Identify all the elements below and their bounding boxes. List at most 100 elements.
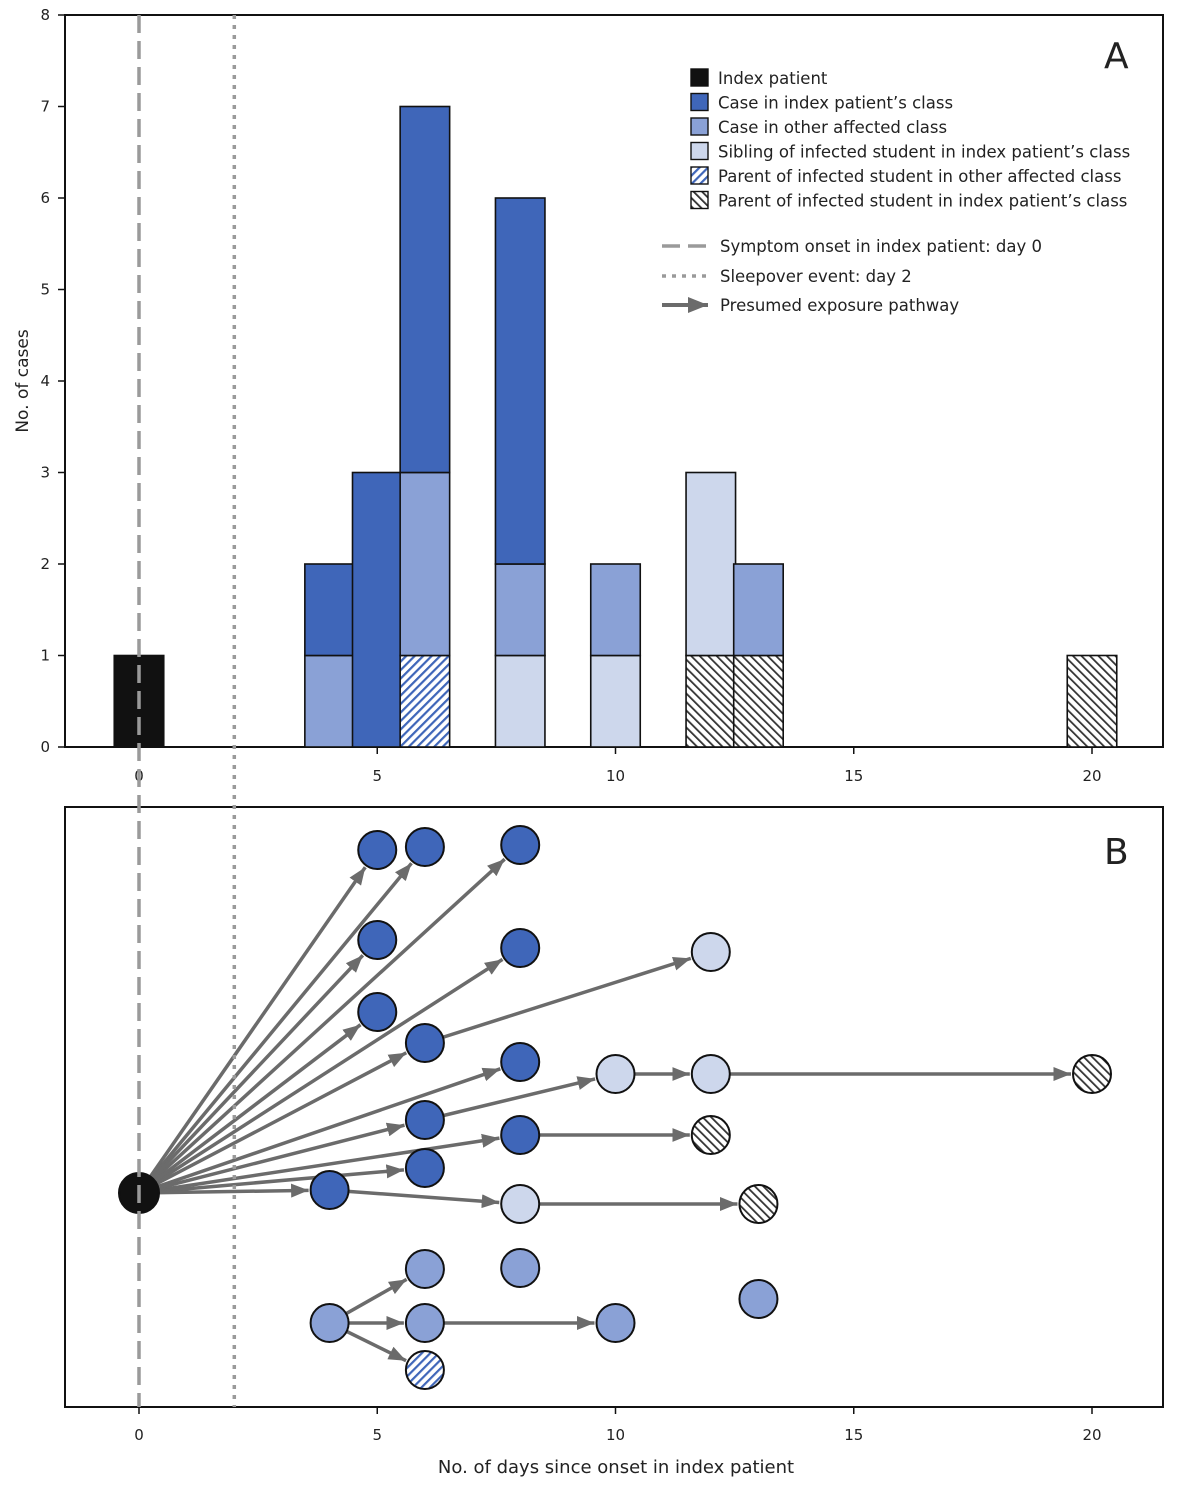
exposure-arrow xyxy=(137,862,413,1195)
panel-b-frame xyxy=(64,806,1164,1408)
node-sibling xyxy=(690,1054,731,1094)
exposure-arrow xyxy=(424,956,692,1045)
exposure-arrow xyxy=(137,866,367,1194)
panel-b: 0 5 10 15 20 xyxy=(64,806,1164,1444)
node-index-class xyxy=(500,825,541,865)
exposure-arrow xyxy=(424,1076,596,1122)
y-tick-label: 1 xyxy=(40,647,50,665)
panel-b-label: B xyxy=(1104,832,1129,873)
node-index-class xyxy=(404,1023,445,1063)
x-tick-label: 20 xyxy=(1082,1426,1101,1444)
bar-other-class xyxy=(494,563,546,657)
legend: Index patient Case in index patient’s cla… xyxy=(662,68,1130,315)
exposure-arrow xyxy=(137,1023,362,1195)
node-parent-index xyxy=(1072,1054,1112,1094)
bar-parent-index xyxy=(732,654,785,748)
bar-sibling xyxy=(685,471,737,657)
exposure-arrow xyxy=(138,1133,500,1195)
legend-swatch-sibling xyxy=(690,141,709,161)
bar-sibling xyxy=(494,654,546,748)
node-index-class xyxy=(500,928,541,968)
node-other-class xyxy=(404,1249,445,1289)
exposure-arrow xyxy=(138,1183,309,1198)
y-tick-label: 7 xyxy=(40,98,50,116)
bar-other-class xyxy=(399,471,451,657)
exposure-arrow xyxy=(137,857,506,1195)
legend-label: Parent of infected student in index pati… xyxy=(718,192,1127,211)
bar-index-class xyxy=(494,197,546,565)
node-index-class xyxy=(500,1042,541,1082)
x-tick-label: 5 xyxy=(372,1426,382,1444)
legend-label: Symptom onset in index patient: day 0 xyxy=(720,237,1042,256)
legend-label: Case in index patient’s class xyxy=(718,94,953,113)
bar-index-class xyxy=(304,563,356,657)
legend-swatch-parent-index xyxy=(690,190,709,210)
exposure-arrow xyxy=(329,1188,500,1209)
node-parent-index xyxy=(690,1115,731,1155)
x-tick-label: 15 xyxy=(844,1426,863,1444)
legend-swatch-other-class xyxy=(690,117,709,136)
legend-label: Case in other affected class xyxy=(718,118,947,137)
y-tick-label: 5 xyxy=(40,281,50,299)
x-axis-label: No. of days since onset in index patient xyxy=(438,1457,794,1478)
node-other-class xyxy=(738,1279,779,1319)
exposure-arrow xyxy=(138,1164,405,1195)
exposure-arrow xyxy=(138,1122,405,1195)
node-sibling xyxy=(690,932,731,972)
bar-other-class xyxy=(589,563,642,657)
bar-parent-index xyxy=(1066,654,1118,748)
bar-other-class xyxy=(732,563,785,657)
legend-swatch-index-class xyxy=(690,92,709,112)
bar-parent-other xyxy=(399,654,451,748)
panel-a: 01234567805101520 xyxy=(40,6,1164,785)
x-tick-label: 5 xyxy=(372,767,382,785)
node-other-class xyxy=(309,1303,350,1343)
bar-other-class xyxy=(304,654,356,748)
exposure-arrow xyxy=(138,1067,501,1195)
node-other-class xyxy=(500,1248,541,1288)
legend-label: Presumed exposure pathway xyxy=(720,296,959,315)
node-index-class xyxy=(357,920,398,960)
legend-label: Sleepover event: day 2 xyxy=(720,267,912,286)
x-tick-label: 10 xyxy=(606,1426,625,1444)
node-index-class xyxy=(357,992,398,1032)
exposure-arrow xyxy=(138,957,504,1195)
y-tick-label: 2 xyxy=(40,555,50,573)
node-other-class xyxy=(404,1303,445,1343)
legend-swatch-parent-other xyxy=(690,166,709,185)
node-index-class xyxy=(357,830,398,870)
x-tick-label: 15 xyxy=(844,767,863,785)
y-tick-label: 3 xyxy=(40,464,50,482)
bar-sibling xyxy=(589,654,642,748)
y-axis-label: No. of cases xyxy=(13,329,33,432)
bar-index-class xyxy=(399,105,451,474)
node-other-class xyxy=(595,1303,636,1343)
node-parent-index xyxy=(738,1184,779,1224)
node-index-class xyxy=(404,827,445,867)
node-index-class xyxy=(500,1115,541,1155)
y-tick-label: 0 xyxy=(40,738,50,756)
panel-a-label: A xyxy=(1104,36,1129,77)
legend-label: Index patient xyxy=(718,69,828,88)
exposure-arrow xyxy=(137,954,365,1195)
y-tick-label: 4 xyxy=(40,372,50,390)
node-sibling xyxy=(500,1184,541,1224)
reference-lines xyxy=(137,15,237,1407)
bar-parent-index xyxy=(685,654,737,748)
legend-swatch-index xyxy=(690,68,709,87)
legend-label: Parent of infected student in other affe… xyxy=(718,167,1121,186)
node-sibling xyxy=(595,1054,636,1094)
node-index-class xyxy=(404,1100,445,1140)
y-tick-label: 6 xyxy=(40,189,50,207)
node-index-class xyxy=(404,1148,445,1188)
y-tick-label: 8 xyxy=(40,6,50,24)
bar-index-class xyxy=(351,471,403,748)
legend-label: Sibling of infected student in index pat… xyxy=(718,143,1130,162)
node-index-class xyxy=(309,1170,350,1210)
exposure-arrow xyxy=(138,1051,408,1195)
x-tick-label: 20 xyxy=(1082,767,1101,785)
x-tick-label: 10 xyxy=(606,767,625,785)
x-tick-label: 0 xyxy=(134,1426,144,1444)
